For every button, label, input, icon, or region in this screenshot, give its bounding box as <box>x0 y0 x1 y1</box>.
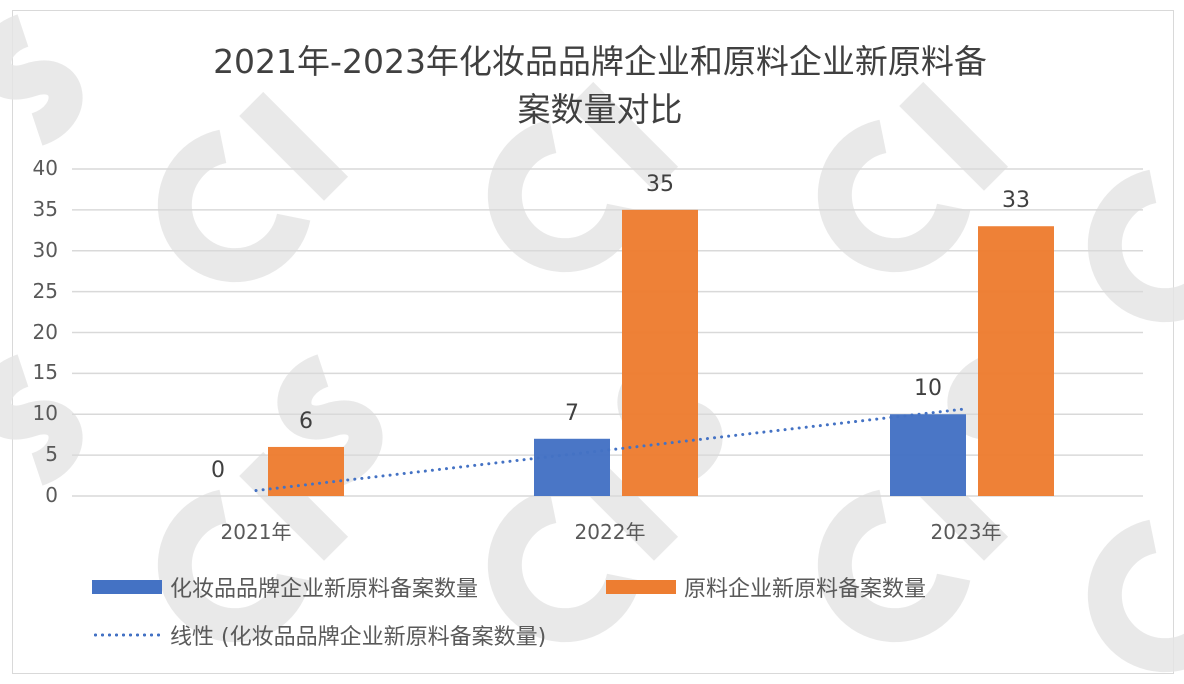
bar-brand <box>890 414 966 496</box>
y-tick-label: 15 <box>32 360 58 385</box>
legend-swatch-blue-icon <box>92 580 162 594</box>
chart-title-line1: 2021年-2023年化妆品品牌企业和原料企业新原料备 <box>213 42 987 81</box>
x-tick-label: 2022年 <box>574 520 646 544</box>
y-tick-label: 30 <box>32 237 58 262</box>
bar-brand <box>534 438 610 496</box>
data-label: 35 <box>646 171 674 197</box>
x-tick-label: 2023年 <box>930 520 1002 544</box>
legend-label-brand: 化妆品品牌企业新原料备案数量 <box>170 577 479 602</box>
y-tick-label: 20 <box>32 319 58 344</box>
legend-item-brand: 化妆品品牌企业新原料备案数量 <box>92 571 478 603</box>
y-tick-label: 5 <box>45 442 58 467</box>
y-tick-label: 25 <box>32 278 58 303</box>
x-tick-label: 2021年 <box>220 520 292 544</box>
chart-title-line2: 案数量对比 <box>517 90 683 129</box>
y-tick-label: 0 <box>45 483 58 507</box>
data-label: 6 <box>299 408 313 434</box>
legend-dotted-line-icon <box>92 633 162 637</box>
data-label: 10 <box>914 376 942 402</box>
legend-label-trendline: 线性 (化妆品品牌企业新原料备案数量) <box>170 625 547 650</box>
trendline <box>254 407 968 493</box>
bar-raw-material <box>978 226 1054 496</box>
legend-swatch-orange-icon <box>606 580 676 594</box>
legend-item-trendline: 线性 (化妆品品牌企业新原料备案数量) <box>92 619 546 651</box>
legend-label-raw-material: 原料企业新原料备案数量 <box>684 577 927 602</box>
y-tick-label: 10 <box>32 401 58 426</box>
y-tick-label: 35 <box>32 196 58 221</box>
data-label: 7 <box>565 400 579 426</box>
bar-raw-material <box>268 446 344 496</box>
chart-title: 2021年-2023年化妆品品牌企业和原料企业新原料备 案数量对比 <box>100 38 1100 134</box>
bar-raw-material <box>622 209 698 496</box>
legend-item-raw-material: 原料企业新原料备案数量 <box>606 571 926 603</box>
y-tick-label: 40 <box>32 156 58 180</box>
data-label: 33 <box>1002 188 1030 214</box>
data-label: 0 <box>211 458 225 483</box>
